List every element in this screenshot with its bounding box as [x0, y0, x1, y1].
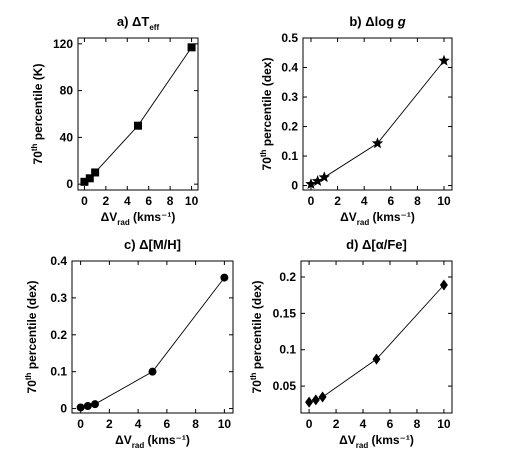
- y-tick-label: 120: [53, 37, 73, 51]
- panel-d: 0 2 4 6 8 10 0.05 0.1 0.15 0.2 d) Δ[α/Fe] ΔVrad (km…: [249, 237, 453, 450]
- data-point: [91, 400, 99, 409]
- x-tick-label: 4: [360, 417, 367, 431]
- x-tick-label: 2: [334, 194, 341, 208]
- x-tick-label: 6: [145, 194, 152, 208]
- x-tick-label: 6: [387, 417, 394, 431]
- x-tick-label: 0: [77, 417, 84, 431]
- y-tick-label: 40: [60, 130, 74, 144]
- x-tick-label: 2: [103, 194, 110, 208]
- x-tick-label: 4: [135, 417, 142, 431]
- data-point: [91, 168, 100, 177]
- data-point: [83, 401, 92, 410]
- y-tick-label: 0.2: [281, 120, 298, 134]
- y-tick-label: 0.4: [281, 61, 298, 75]
- x-tick-label: 0: [81, 194, 88, 208]
- x-axis-label: ΔVrad (kms⁻¹): [115, 433, 190, 450]
- data-point: [438, 54, 450, 66]
- x-tick-label: 10: [437, 417, 451, 431]
- y-tick-label: 0.3: [50, 291, 67, 305]
- y-tick-label: 0.1: [279, 343, 296, 357]
- x-axis-label: ΔVrad (kms⁻¹): [101, 210, 176, 227]
- x-tick-label: 0: [306, 417, 313, 431]
- data-point: [371, 137, 384, 149]
- series-line: [310, 60, 445, 185]
- y-tick-label: 0.1: [50, 365, 67, 379]
- y-tick-label: 0.5: [281, 31, 298, 45]
- y-tick-label: 0.15: [273, 306, 297, 320]
- data-point: [318, 391, 327, 403]
- plot-frame: [71, 260, 234, 414]
- y-axis-label: 70th percentile (dex): [24, 281, 39, 394]
- plot-frame: [300, 260, 453, 414]
- y-tick-label: 0.2: [279, 270, 296, 284]
- x-tick-label: 10: [218, 417, 232, 431]
- x-tick-label: 2: [106, 417, 113, 431]
- series-line: [308, 284, 445, 403]
- panel-title: b) Δlog g: [349, 14, 405, 29]
- x-tick-label: 4: [124, 194, 131, 208]
- data-point: [311, 394, 320, 406]
- x-tick-label: 8: [167, 194, 174, 208]
- y-tick-label: 80: [60, 84, 74, 98]
- data-point: [311, 175, 324, 186]
- y-tick-label: 0.2: [50, 328, 67, 342]
- data-point: [80, 177, 89, 186]
- x-tick-label: 10: [185, 194, 199, 208]
- x-tick-label: 6: [164, 417, 171, 431]
- x-axis-label: ΔVrad (kms⁻¹): [340, 210, 415, 227]
- x-tick-label: 2: [333, 417, 340, 431]
- x-tick-label: 6: [387, 194, 394, 208]
- series-line: [80, 277, 225, 408]
- data-point: [220, 273, 229, 282]
- plot-frame: [77, 37, 199, 191]
- data-point: [318, 171, 330, 183]
- data-point: [305, 178, 317, 189]
- panel-title: c) Δ[M/H]: [124, 237, 181, 252]
- data-point: [372, 353, 381, 365]
- plot-frame: [302, 37, 453, 191]
- data-point: [187, 43, 196, 52]
- y-tick-label: 0: [291, 179, 298, 193]
- data-point: [439, 279, 448, 291]
- panel-a: 0 2 4 6 8 10 0 40 80 120 a) ΔTeff ΔVrad (kms⁻¹) 70th…: [30, 14, 199, 227]
- x-tick-label: 8: [192, 417, 199, 431]
- y-tick-label: 0: [60, 402, 67, 416]
- x-tick-label: 8: [414, 417, 421, 431]
- panel-c: 0 2 4 6 8 10 0 0.1 0.2 0.3 0.4 c) Δ[M/H] ΔVrad (kms⁻…: [24, 237, 234, 450]
- data-point: [148, 367, 157, 376]
- x-tick-label: 4: [361, 194, 368, 208]
- y-axis-label: 70th percentile (dex): [249, 281, 264, 394]
- series-line: [84, 47, 192, 183]
- y-tick-label: 0.05: [273, 379, 297, 393]
- y-axis-label: 70th percentile (dex): [259, 58, 274, 171]
- x-axis-label: ΔVrad (kms⁻¹): [339, 433, 414, 450]
- data-point: [85, 174, 94, 183]
- y-tick-label: 0.3: [281, 90, 298, 104]
- data-point: [134, 121, 142, 130]
- x-tick-label: 0: [308, 194, 315, 208]
- data-point: [76, 403, 85, 412]
- x-tick-label: 10: [437, 194, 451, 208]
- panel-title: a) ΔTeff: [117, 14, 160, 32]
- y-tick-label: 0.1: [281, 149, 298, 163]
- x-tick-label: 8: [414, 194, 421, 208]
- data-point: [305, 396, 314, 408]
- panel-b: 0 2 4 6 8 10 0 0.1 0.2 0.3 0.4 0.5 b) Δlog g ΔVrad (k…: [259, 14, 453, 227]
- y-tick-label: 0.4: [50, 254, 67, 268]
- y-tick-label: 0: [66, 177, 73, 191]
- panel-title: d) Δ[α/Fe]: [346, 237, 407, 252]
- y-axis-label: 70th percentile (K): [30, 64, 45, 165]
